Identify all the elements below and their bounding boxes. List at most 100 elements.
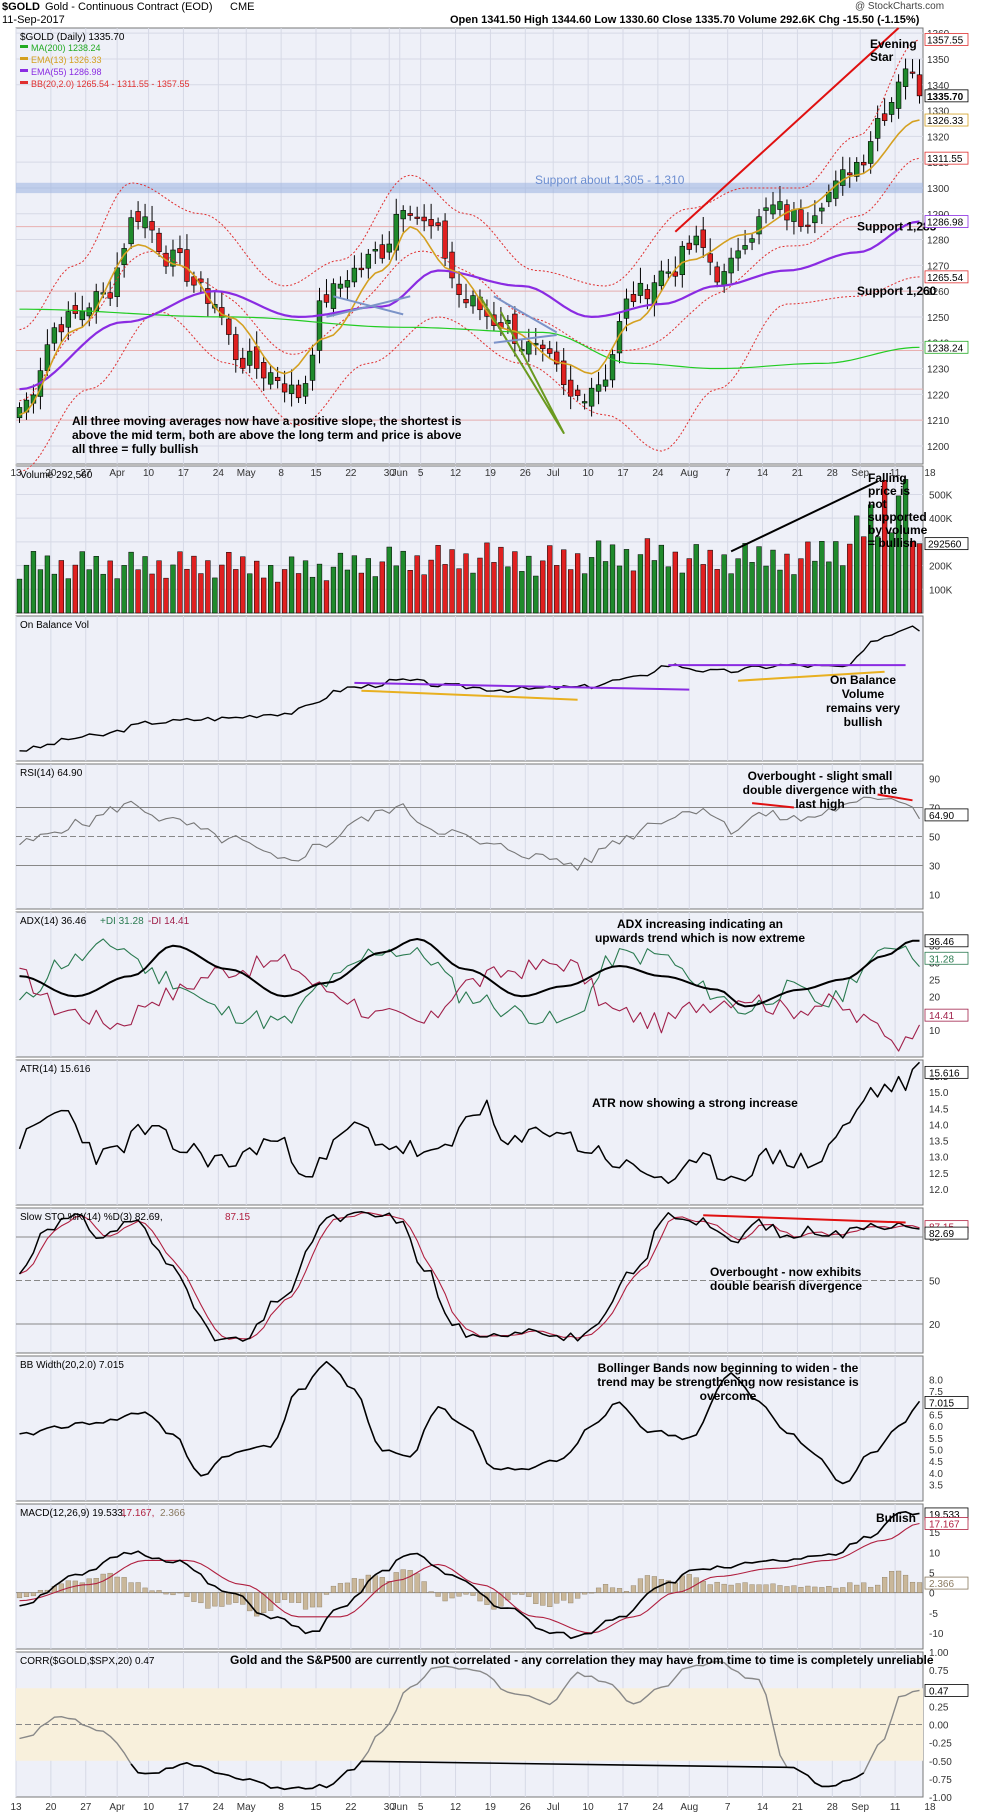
x-tick-label: 26 <box>520 1802 532 1813</box>
volume-bar <box>330 566 337 614</box>
candle <box>281 383 288 393</box>
macd-hist-bar <box>895 1570 902 1593</box>
obv-purple-line <box>354 681 690 691</box>
minus-di-line <box>19 953 920 1052</box>
macd-hist-bar <box>58 1583 64 1593</box>
stoch-tag <box>924 1226 969 1240</box>
y-tick-label: 1350 <box>927 55 950 66</box>
rsi-tag-label: 64.90 <box>929 811 954 822</box>
volume-bar <box>442 564 448 614</box>
bb-middle-line <box>19 157 920 402</box>
volume-bar <box>170 564 176 614</box>
candle <box>658 270 665 287</box>
rsi-tag <box>924 808 969 822</box>
x-tick-label: 20 <box>45 468 57 479</box>
adx-tag <box>924 1008 969 1022</box>
macd-hist-bar <box>135 1582 141 1593</box>
y-tick-label: 10 <box>929 891 941 902</box>
corr-line-neg <box>130 1760 865 1791</box>
legend-swatch <box>20 69 28 72</box>
volume-bar <box>274 581 281 614</box>
candle <box>442 220 448 259</box>
trend-line-blue <box>493 334 557 344</box>
volume-bar <box>630 570 637 614</box>
y-tick-label: 400K <box>929 514 953 525</box>
annotation-bbwidth: Bollinger Bands now beginning to widen -… <box>597 1361 859 1403</box>
date-label: 11-Sep-2017 <box>2 14 65 26</box>
macd-hist-bar <box>275 1592 281 1603</box>
minus-di-title: -DI 14.41 <box>148 916 190 927</box>
x-tick-label: 12 <box>450 1802 462 1813</box>
macd-hist-bar <box>588 1592 595 1594</box>
x-tick-label: 22 <box>345 1802 357 1813</box>
macd-hist-bar <box>840 1587 846 1593</box>
candle <box>400 210 406 220</box>
volume-bar <box>491 562 497 614</box>
candle <box>191 276 197 286</box>
macd-hist-bar <box>226 1592 232 1605</box>
volume-bar <box>463 553 469 614</box>
volume-bar <box>30 551 37 614</box>
candle <box>379 244 385 259</box>
candle <box>274 376 281 381</box>
volume-bar <box>512 551 518 614</box>
macd-hist-bar <box>233 1592 239 1603</box>
macd-hist-bar <box>400 1569 406 1593</box>
volume-bar <box>344 569 351 614</box>
x-tick-label: Apr <box>109 468 125 479</box>
candle <box>309 354 316 381</box>
candle <box>567 379 574 397</box>
volume-bar <box>226 551 232 614</box>
volume-tag <box>924 537 969 551</box>
stoch-title: Slow STO %K(14) %D(3) 82.69, <box>20 1212 163 1223</box>
volume-bar <box>163 577 169 614</box>
volume-bar <box>337 552 344 614</box>
candle <box>358 267 365 271</box>
volume-bar <box>393 565 399 614</box>
atr-tag <box>924 1065 969 1079</box>
bb-upper-line <box>19 39 920 331</box>
candle <box>16 407 23 419</box>
x-tick-label: 26 <box>520 468 532 479</box>
macd-tag-label: 19.533 <box>929 1510 960 1521</box>
candle <box>449 251 455 279</box>
x-tick-label: 17 <box>178 468 190 479</box>
price-tag-label: 1311.55 <box>927 154 963 165</box>
candle <box>184 249 190 282</box>
macd-hist-title: 2.366 <box>160 1508 185 1519</box>
x-tick-label: 30 <box>384 468 396 479</box>
macd-hist-bar <box>909 1581 916 1593</box>
macd-hist-bar <box>749 1584 755 1593</box>
macd-hist-bar <box>770 1583 776 1593</box>
x-tick-label: 10 <box>583 468 595 479</box>
candle <box>840 169 846 186</box>
candle <box>777 201 783 210</box>
volume-bar <box>644 538 651 614</box>
volume-bar <box>700 564 706 614</box>
macd-hist-bar <box>526 1592 532 1597</box>
volume-bar <box>261 577 267 614</box>
candle <box>854 161 860 177</box>
x-tick-label: 12 <box>450 468 462 479</box>
volume-bar <box>742 543 748 614</box>
x-tick-label: Sep <box>851 468 869 479</box>
panel-adx <box>15 911 924 1058</box>
volume-bar <box>763 565 769 614</box>
candle <box>812 215 818 224</box>
candle <box>288 384 295 394</box>
candle <box>107 292 113 299</box>
volume-bar <box>288 556 295 614</box>
macd-hist-bar <box>798 1586 804 1593</box>
candle <box>540 344 546 349</box>
plus-di-line <box>19 938 920 1030</box>
candle <box>372 249 379 252</box>
macd-hist-bar <box>121 1577 127 1593</box>
macd-hist-bar <box>407 1570 413 1593</box>
macd-hist-bar <box>728 1584 734 1593</box>
y-tick-label: 0.00 <box>929 1721 949 1732</box>
volume-bar <box>574 553 581 614</box>
chart-header: $GOLD Gold - Continuous Contract (EOD) C… <box>0 0 990 26</box>
candle <box>602 379 609 387</box>
price-tag-label: 1357.55 <box>927 35 964 46</box>
